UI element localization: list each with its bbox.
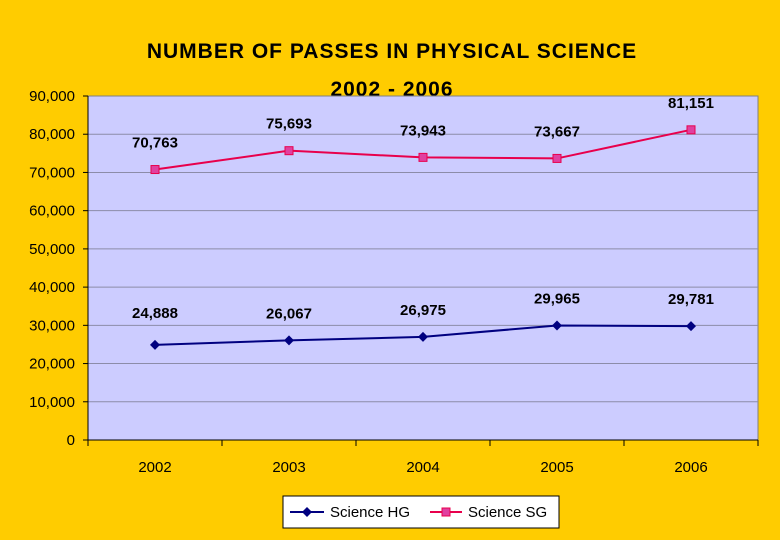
y-tick-label: 30,000 [29,317,75,334]
x-tick-label: 2006 [674,459,707,476]
x-tick-label: 2004 [406,459,439,476]
data-label-hg: 29,781 [668,291,714,308]
legend: Science HG Science SG [282,495,560,529]
data-label-sg: 73,667 [534,123,580,140]
y-tick-label: 80,000 [29,126,75,143]
data-point-hg [150,339,160,350]
y-tick-label: 40,000 [29,279,75,296]
data-label-hg: 24,888 [132,305,178,322]
data-point-hg [686,321,696,332]
data-point-sg [150,165,160,175]
data-label-sg: 75,693 [266,116,312,133]
x-tick-label: 2003 [272,459,305,476]
legend-label-sg: Science SG [468,504,547,521]
chart-title: NUMBER OF PASSES IN PHYSICAL SCIENCE [147,40,637,63]
data-point-hg [552,320,562,331]
legend-marker-sg [441,507,451,517]
y-tick-label: 0 [67,432,75,449]
series-group [150,125,696,350]
y-tick-label: 60,000 [29,203,75,220]
y-tick-label: 70,000 [29,164,75,181]
chart-subtitle: 2002 - 2006 [330,78,453,101]
data-label-hg: 26,067 [266,305,312,322]
y-axis: 0 10,000 20,000 30,000 40,000 50,000 60,000 70,… [29,88,89,449]
x-tick-label: 2005 [540,459,573,476]
y-tick-label: 50,000 [29,241,75,258]
data-point-sg [418,152,428,162]
data-point-hg [418,331,428,342]
data-label-sg: 73,943 [400,122,446,139]
x-axis: 2002 2003 2004 2005 2006 [87,439,759,476]
data-label-hg: 29,965 [534,290,580,307]
data-labels: 24,888 26,067 26,975 29,965 29,781 70,763 75,6… [132,95,714,323]
data-label-sg: 70,763 [132,135,178,152]
data-label-sg: 81,151 [668,95,714,112]
legend-label-hg: Science HG [330,504,410,521]
y-tick-label: 10,000 [29,394,75,411]
data-point-hg [284,335,294,346]
legend-box [282,495,560,529]
data-point-sg [284,146,294,156]
data-label-hg: 26,975 [400,302,446,319]
data-point-sg [686,125,696,135]
y-tick-label: 20,000 [29,356,75,373]
legend-marker-hg [302,507,312,517]
y-tick-label: 90,000 [29,88,75,105]
x-tick-label: 2002 [138,459,171,476]
data-point-sg [552,153,562,163]
plot-area [87,95,759,441]
